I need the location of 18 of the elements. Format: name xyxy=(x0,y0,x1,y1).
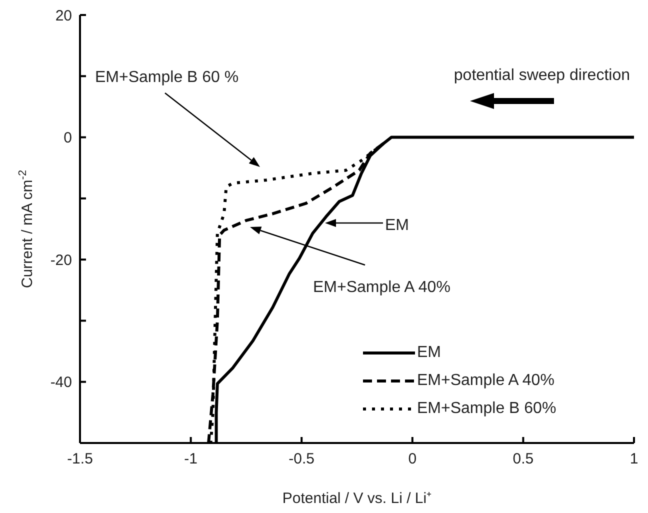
y-tick-label: -20 xyxy=(50,252,72,269)
annotation: EM xyxy=(385,217,409,234)
legend-label: EM+Sample B 60% xyxy=(417,399,556,419)
legend-label: EM+Sample A 40% xyxy=(417,371,554,391)
y-tick-label: 20 xyxy=(55,7,72,24)
y-tick-label: 0 xyxy=(64,130,72,147)
x-tick-label: 0.5 xyxy=(512,450,534,468)
x-tick-label: 1 xyxy=(630,450,638,468)
annotation: EM+Sample B 60 % xyxy=(95,69,239,86)
legend-label: EM xyxy=(417,343,441,363)
x-tick-label: -0.5 xyxy=(288,450,315,468)
x-axis-title: Potential / V vs. Li / Li⁺ xyxy=(282,490,432,507)
x-tick-label: -1 xyxy=(184,450,198,468)
x-tick-label: 0 xyxy=(408,450,417,468)
y-tick-label: -40 xyxy=(50,374,72,392)
annotation: EM+Sample A 40% xyxy=(313,279,450,296)
x-tick-label: -1.5 xyxy=(67,450,93,468)
annotation: potential sweep direction xyxy=(454,67,630,84)
